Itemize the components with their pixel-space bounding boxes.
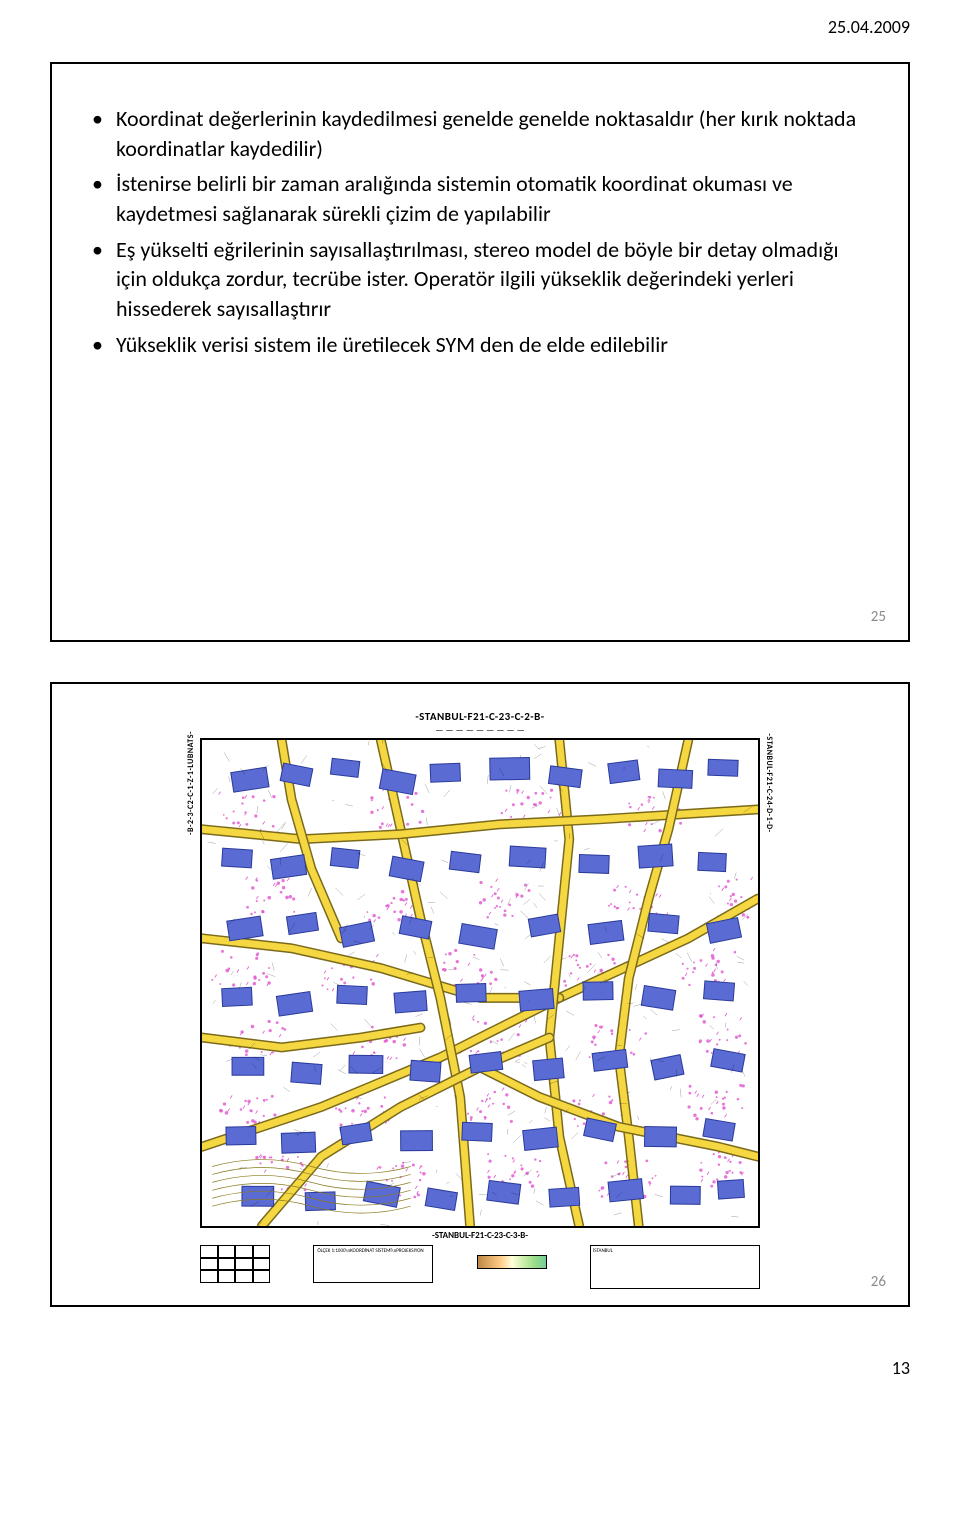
map-legend-row: ÖLÇEK 1:1000\nKOORDİNAT SİSTEMİ\nPROJEKS… — [200, 1245, 760, 1289]
map-title-bottom: -STANBUL-F21-C-23-C-3-B- — [200, 1230, 760, 1241]
legend-grid-block — [200, 1245, 270, 1283]
map-container: -STANBUL-F21-C-23-C-2-B- — — — — — — — —… — [200, 710, 760, 1289]
cadastral-map — [202, 740, 758, 1226]
map-frame — [200, 738, 760, 1228]
legend-color-bar — [477, 1255, 547, 1269]
slide-25: Koordinat değerlerinin kaydedilmesi gene… — [50, 62, 910, 642]
bullet-item: Koordinat değerlerinin kaydedilmesi gene… — [88, 104, 872, 163]
bullet-item: Eş yükselti eğrilerinin sayısallaştırılm… — [88, 235, 872, 324]
map-coord-top: — — — — — — — — — — [200, 725, 760, 736]
slide-26: -STANBUL-F21-C-23-C-2-B- — — — — — — — —… — [50, 682, 910, 1307]
legend-spectrum-block — [477, 1245, 547, 1269]
map-side-right: -STANBUL-F21-C-24-D-1-D- — [764, 683, 774, 883]
legend-index-grid — [200, 1245, 270, 1283]
slide-number: 25 — [871, 608, 886, 626]
slide-number: 26 — [871, 1273, 886, 1291]
map-title-top: -STANBUL-F21-C-23-C-2-B- — [200, 710, 760, 723]
map-side-left: -B-2-3-C2-C-1-Z-1-LUBNATS- — [186, 683, 196, 883]
legend-title-block: İSTANBUL — [590, 1245, 760, 1289]
bullet-item: İstenirse belirli bir zaman aralığında s… — [88, 169, 872, 228]
page-number: 13 — [0, 1347, 960, 1399]
page-date: 25.04.2009 — [0, 0, 960, 46]
bullet-list: Koordinat değerlerinin kaydedilmesi gene… — [88, 104, 872, 360]
legend-scale-box: ÖLÇEK 1:1000\nKOORDİNAT SİSTEMİ\nPROJEKS… — [313, 1245, 433, 1283]
bullet-item: Yükseklik verisi sistem ile üretilecek S… — [88, 330, 872, 360]
